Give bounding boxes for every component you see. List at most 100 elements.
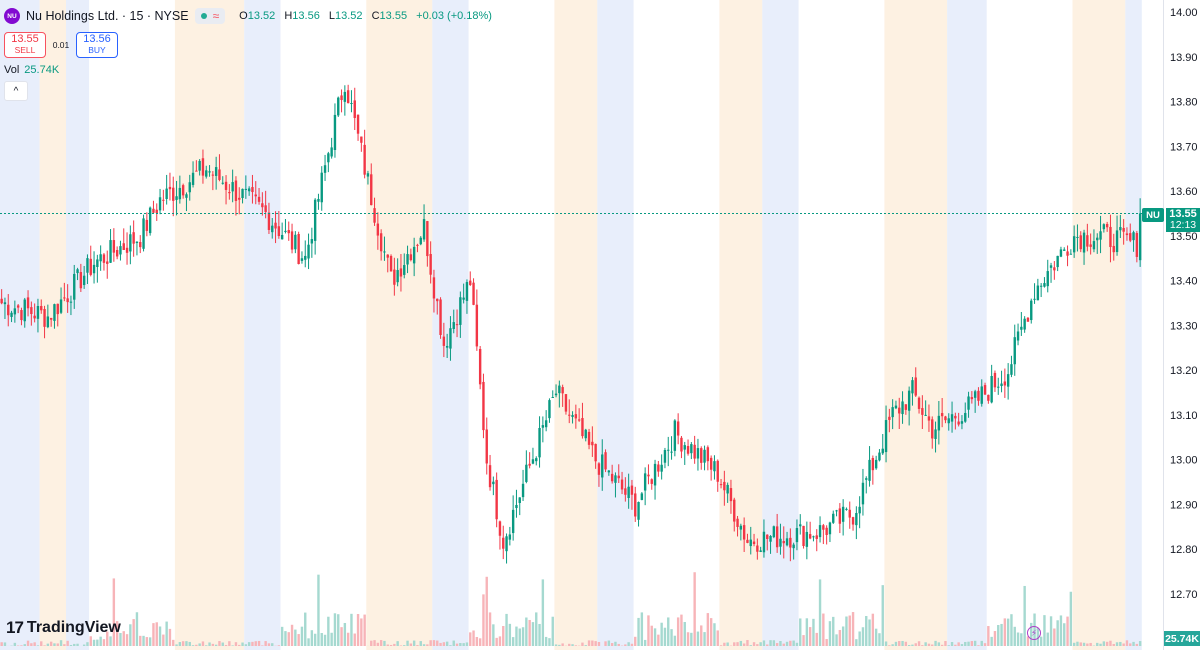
candle-body <box>884 420 888 453</box>
candle-body <box>7 304 10 316</box>
candle-body <box>33 315 36 319</box>
volume-bar <box>987 626 990 646</box>
candle-body <box>1030 300 1033 321</box>
volume-bar <box>208 642 211 646</box>
volume-bar <box>172 639 175 646</box>
volume-bar <box>515 626 518 646</box>
volume-bar <box>205 645 208 646</box>
candle-body <box>1079 235 1082 250</box>
candle-body <box>756 545 759 552</box>
volume-bar <box>337 614 340 646</box>
volume-bar <box>320 633 323 646</box>
candle-body <box>1099 231 1102 240</box>
volume-bar <box>610 643 614 646</box>
candle-body <box>617 475 620 479</box>
volume-bar <box>30 643 33 646</box>
candle-body <box>548 400 551 419</box>
volume-bar <box>119 633 122 646</box>
candle-body <box>165 188 168 199</box>
candle-body <box>511 509 515 534</box>
volume-bar <box>799 618 802 646</box>
market-status-pill[interactable]: ≈ <box>194 8 226 24</box>
candle-body <box>808 534 812 539</box>
candle-body <box>1056 255 1059 268</box>
candle-body <box>475 304 479 347</box>
candle-body <box>125 247 129 253</box>
current-price-tag: 13.55 12:13 <box>1166 208 1200 232</box>
volume-bar <box>574 645 578 646</box>
volume-bar <box>673 635 677 646</box>
candle-body <box>505 536 508 552</box>
candle-body <box>290 231 294 250</box>
volume-bar <box>383 640 386 646</box>
candle-body <box>601 454 604 478</box>
symbol-logo[interactable]: NU <box>4 8 20 24</box>
collapse-legend-button[interactable]: ^ <box>4 81 28 101</box>
volume-bar <box>63 644 66 646</box>
candle-body <box>802 525 805 547</box>
candle-body <box>129 234 132 252</box>
volume-bar <box>56 643 59 646</box>
volume-bar <box>779 641 782 646</box>
candle-body <box>703 449 706 463</box>
volume-bar <box>162 634 165 646</box>
candle-body <box>987 394 990 401</box>
candle-body <box>568 414 571 416</box>
volume-bar <box>1000 623 1003 646</box>
volume-bar <box>657 634 660 646</box>
brand-name: TradingView <box>26 619 121 636</box>
volume-bar <box>1059 615 1063 646</box>
tradingview-logo[interactable]: 17 TradingView <box>6 618 121 638</box>
volume-bar <box>1023 585 1026 646</box>
volume-bar <box>376 642 380 646</box>
lightning-icon[interactable]: ⚡ <box>1027 626 1041 640</box>
volume-bar <box>868 619 871 646</box>
candle-body <box>1036 285 1040 301</box>
volume-bar <box>412 640 416 646</box>
sell-button[interactable]: 13.55 SELL <box>4 32 46 58</box>
candle-body <box>891 407 894 418</box>
candle-body <box>1043 283 1046 287</box>
volume-bar <box>469 632 472 646</box>
volume-bar <box>389 644 393 646</box>
change-value: +0.03 (+0.18%) <box>416 10 492 22</box>
volume-bar <box>700 625 703 646</box>
volume-bar <box>406 640 409 646</box>
volume-bar <box>379 640 383 646</box>
candle-body <box>59 299 63 313</box>
volume-bar <box>891 644 894 646</box>
candle-body <box>201 158 205 176</box>
candle-body <box>1122 227 1125 232</box>
volume-bar <box>23 644 26 646</box>
symbol-title[interactable]: Nu Holdings Ltd. · 15 · NYSE <box>26 9 189 23</box>
candle-body <box>89 258 92 275</box>
volume-bar <box>254 641 257 646</box>
candle-body <box>957 421 960 425</box>
buy-button[interactable]: 13.56 BUY <box>76 32 118 58</box>
candle-body <box>492 481 495 485</box>
volume-bar <box>944 641 947 646</box>
candle-body <box>488 465 492 488</box>
candle-body <box>584 429 587 439</box>
candle-body <box>924 414 927 416</box>
candle-body <box>607 470 611 473</box>
volume-bar <box>0 642 3 646</box>
volume-bar <box>73 643 76 646</box>
candle-body <box>878 452 881 461</box>
candle-body <box>795 528 799 543</box>
candle-body <box>462 297 465 300</box>
volume-bar <box>363 614 366 646</box>
volume-bar <box>152 623 155 646</box>
volume-bar <box>76 643 79 646</box>
volume-bar <box>132 619 135 646</box>
volume-bar <box>1006 618 1010 646</box>
volume-bars <box>0 572 1142 646</box>
candle-body <box>1129 233 1132 241</box>
afterhours-band <box>174 0 245 650</box>
volume-bar <box>723 642 726 646</box>
candle-body <box>594 443 597 462</box>
candle-body <box>706 447 710 462</box>
candle-body <box>10 312 13 317</box>
candle-body <box>759 550 762 552</box>
